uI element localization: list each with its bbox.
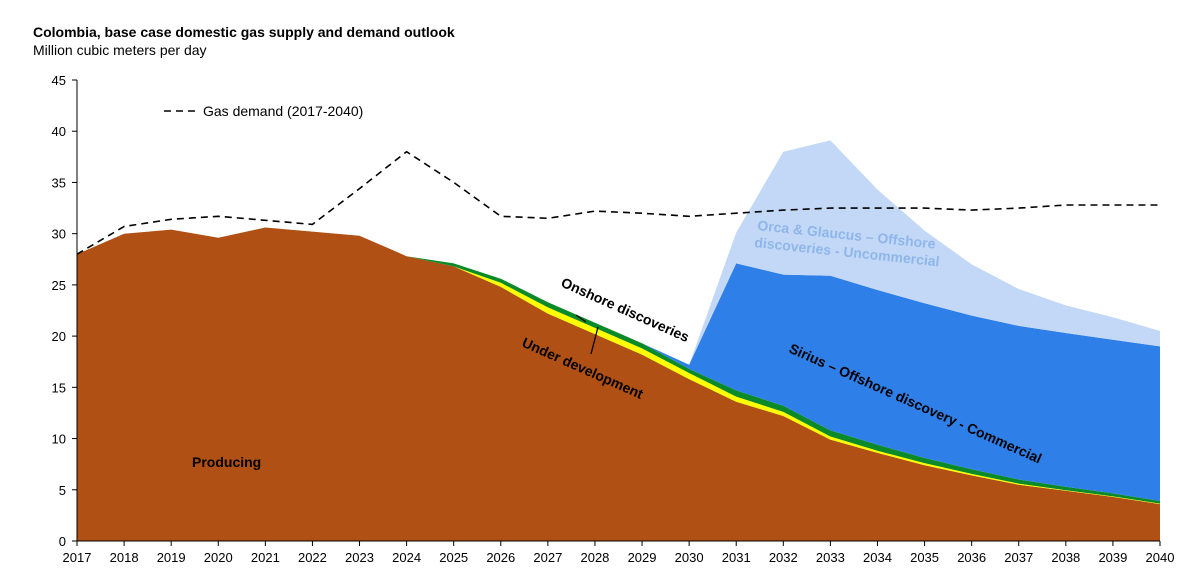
x-tick-label: 2024 bbox=[392, 550, 421, 565]
x-tick-label: 2022 bbox=[298, 550, 327, 565]
x-tick-label: 2020 bbox=[204, 550, 233, 565]
y-tick-label: 30 bbox=[52, 227, 66, 242]
x-tick-label: 2028 bbox=[580, 550, 609, 565]
area-layers bbox=[77, 140, 1160, 541]
area-series-4 bbox=[77, 140, 1160, 365]
x-tick-label: 2035 bbox=[910, 550, 939, 565]
chart-title: Colombia, base case domestic gas supply … bbox=[33, 24, 455, 40]
x-tick-label: 2038 bbox=[1051, 550, 1080, 565]
x-tick-label: 2037 bbox=[1004, 550, 1033, 565]
y-tick-label: 35 bbox=[52, 175, 66, 190]
x-tick-label: 2030 bbox=[675, 550, 704, 565]
x-tick-label: 2021 bbox=[251, 550, 280, 565]
y-tick-label: 25 bbox=[52, 278, 66, 293]
y-tick-label: 20 bbox=[52, 329, 66, 344]
area-series-0 bbox=[77, 227, 1160, 541]
x-tick-label: 2027 bbox=[533, 550, 562, 565]
area-series-3 bbox=[77, 227, 1160, 501]
label-onshore-leader bbox=[575, 314, 587, 323]
y-tick-label: 45 bbox=[52, 73, 66, 88]
x-tick-label: 2034 bbox=[863, 550, 892, 565]
x-tick-label: 2019 bbox=[157, 550, 186, 565]
x-tick-label: 2039 bbox=[1098, 550, 1127, 565]
x-tick-label: 2032 bbox=[769, 550, 798, 565]
y-tick-label: 5 bbox=[59, 483, 66, 498]
x-tick-label: 2031 bbox=[722, 550, 751, 565]
y-axis-unit-label: Million cubic meters per day bbox=[33, 42, 207, 58]
x-tick-label: 2023 bbox=[345, 550, 374, 565]
x-tick-label: 2018 bbox=[110, 550, 139, 565]
label-under-development-leader bbox=[590, 326, 599, 355]
legend-demand-label: Gas demand (2017-2040) bbox=[203, 103, 363, 119]
x-tick-label: 2025 bbox=[439, 550, 468, 565]
x-tick-label: 2026 bbox=[486, 550, 515, 565]
y-tick-label: 10 bbox=[52, 432, 66, 447]
label-producing: Producing bbox=[192, 454, 261, 470]
y-tick-label: 0 bbox=[59, 534, 66, 549]
y-tick-label: 15 bbox=[52, 380, 66, 395]
legend: Gas demand (2017-2040) bbox=[164, 103, 363, 119]
y-tick-label: 40 bbox=[52, 124, 66, 139]
x-tick-label: 2033 bbox=[816, 550, 845, 565]
x-tick-label: 2017 bbox=[63, 550, 92, 565]
x-tick-label: 2036 bbox=[957, 550, 986, 565]
x-tick-label: 2040 bbox=[1146, 550, 1175, 565]
x-tick-label: 2029 bbox=[628, 550, 657, 565]
